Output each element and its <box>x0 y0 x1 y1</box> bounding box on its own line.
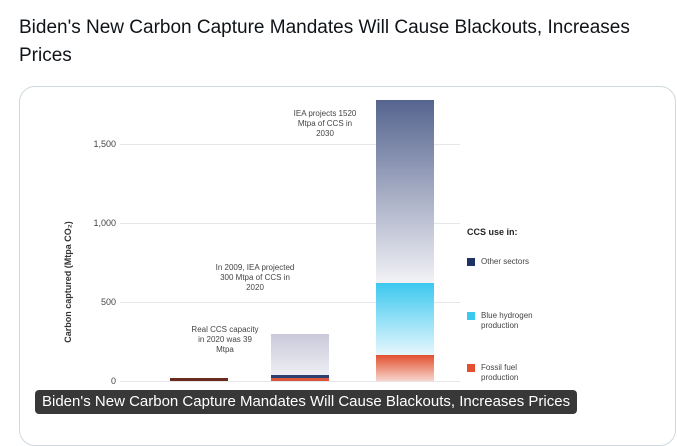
gridline <box>120 223 460 224</box>
bar-2020-projected <box>271 333 329 375</box>
ccs-chart: Carbon captured (Mtpa CO₂) IEA projects … <box>20 87 675 417</box>
annotation-2030: IEA projects 1520 Mtpa of CCS in 2030 <box>293 109 357 138</box>
bar-2030-other <box>376 100 434 284</box>
post-title[interactable]: Biden's New Carbon Capture Mandates Will… <box>19 17 630 66</box>
y-axis-label: Carbon captured (Mtpa CO₂) <box>63 221 73 343</box>
bar-2020-real-fossil <box>170 377 228 381</box>
gridline <box>120 144 460 145</box>
legend-item-blue-hydrogen: Blue hydrogen production <box>467 311 557 331</box>
annotation-real-2020: Real CCS capacity in 2020 was 39 Mtpa <box>191 325 259 354</box>
gridline <box>120 302 460 303</box>
y-tick-label: 500 <box>100 297 116 307</box>
y-tick-label: 1,500 <box>93 139 116 149</box>
bar-2030-fossil <box>376 354 434 381</box>
legend-swatch <box>467 258 475 266</box>
y-tick-label: 1,000 <box>93 218 116 228</box>
legend-title: CCS use in: <box>467 227 518 237</box>
bar-2030-blue-hydrogen <box>376 283 434 355</box>
bar-2020-real-other <box>271 374 329 378</box>
bar-2020-real-fossil-small <box>271 377 329 381</box>
legend-item-other: Other sectors <box>467 257 529 267</box>
annotation-2009-projection: In 2009, IEA projected 300 Mtpa of CCS i… <box>215 263 295 292</box>
y-tick-label: 0 <box>110 376 116 386</box>
legend-item-fossil: Fossil fuel production <box>467 363 547 383</box>
legend-swatch <box>467 364 475 372</box>
gridline <box>120 381 460 382</box>
legend-swatch <box>467 312 475 320</box>
image-caption: Biden's New Carbon Capture Mandates Will… <box>35 390 578 414</box>
media-card[interactable]: Carbon captured (Mtpa CO₂) IEA projects … <box>19 86 676 446</box>
